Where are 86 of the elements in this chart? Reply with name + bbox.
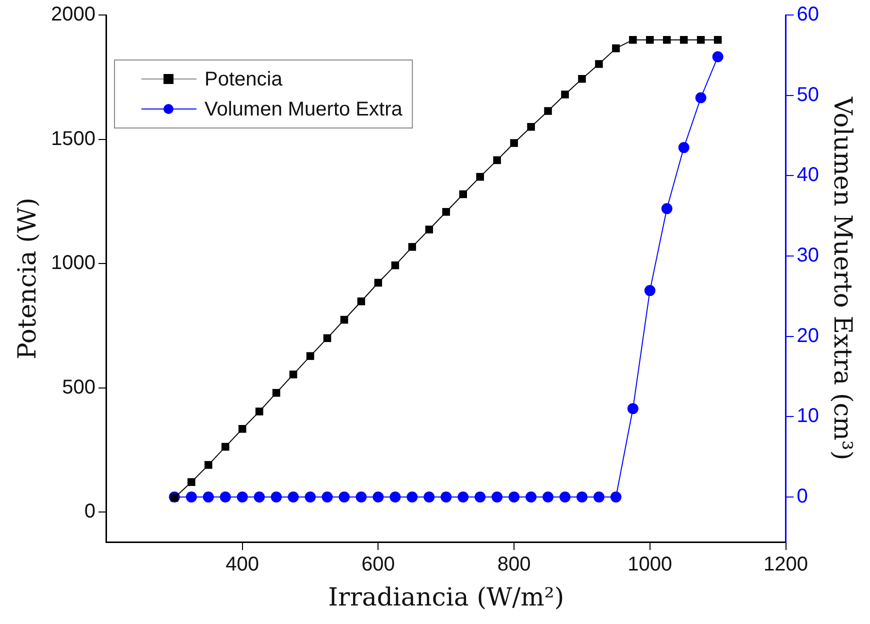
point	[288, 492, 299, 503]
point	[542, 492, 554, 503]
point	[559, 492, 570, 503]
y2-tick-label: 20	[796, 324, 820, 347]
point	[322, 492, 333, 503]
point	[270, 492, 282, 503]
point	[356, 492, 367, 503]
point	[323, 334, 332, 342]
point	[440, 492, 452, 503]
point	[188, 478, 196, 486]
point	[696, 36, 705, 44]
point	[561, 90, 569, 98]
point	[340, 316, 348, 324]
y-axis-title: Potencia (W)	[12, 198, 42, 360]
point	[357, 297, 366, 306]
point	[526, 492, 537, 503]
point	[425, 226, 434, 234]
point	[610, 492, 622, 503]
legend-label: Volumen Muerto Extra	[204, 98, 404, 121]
point	[695, 92, 706, 104]
point	[527, 122, 535, 131]
point	[221, 442, 230, 451]
point	[492, 492, 503, 503]
y-tick-label: 0	[84, 500, 96, 523]
point	[272, 388, 280, 397]
point	[372, 492, 384, 503]
x-tick-label: 800	[497, 554, 531, 576]
point	[712, 51, 724, 62]
y2-tick-label: 0	[796, 486, 808, 508]
point	[510, 139, 518, 147]
x-tick-label: 400	[226, 554, 260, 576]
legend-label: Potencia	[204, 68, 284, 91]
point	[493, 156, 501, 164]
point	[661, 203, 672, 214]
point	[459, 190, 467, 198]
point	[289, 370, 298, 378]
point	[593, 492, 604, 503]
x-tick-label: 1000	[628, 554, 672, 576]
point	[458, 492, 469, 503]
point	[544, 107, 552, 115]
point	[662, 36, 671, 44]
point	[714, 36, 722, 44]
y2-tick-label: 10	[796, 405, 820, 428]
point	[612, 44, 620, 52]
y-tick-label: 500	[62, 376, 96, 398]
y2-tick-label: 30	[796, 244, 820, 267]
x-axis-title: Irradiancia (W/m²)	[328, 582, 564, 612]
y2-tick-label: 40	[796, 164, 820, 186]
point	[644, 285, 656, 296]
point	[236, 492, 248, 503]
point	[578, 74, 586, 83]
point	[255, 408, 264, 416]
point	[595, 60, 603, 68]
point	[338, 492, 350, 503]
point	[629, 36, 637, 44]
point	[220, 492, 231, 503]
point	[204, 461, 212, 469]
point	[202, 492, 214, 503]
point	[304, 492, 316, 503]
point	[680, 36, 688, 44]
y-tick-label: 2000	[50, 4, 96, 26]
point	[576, 492, 588, 503]
y2-tick-label: 60	[796, 4, 820, 26]
point	[442, 208, 450, 216]
x-tick-label: 600	[362, 554, 395, 576]
point	[424, 492, 435, 503]
point	[374, 278, 382, 287]
y-tick-label: 1000	[50, 252, 96, 274]
point	[238, 425, 246, 433]
point	[408, 243, 416, 251]
point	[474, 492, 486, 503]
point	[391, 261, 400, 270]
point	[627, 403, 638, 414]
y-tick-label: 1500	[50, 128, 96, 150]
point	[254, 492, 265, 503]
point	[646, 36, 654, 44]
point	[306, 352, 314, 360]
y2-axis-title: Volumen Muerto Extra (cm³)	[828, 96, 858, 460]
point	[476, 172, 484, 181]
point	[508, 492, 520, 503]
point	[186, 492, 197, 503]
x-tick-label: 1200	[764, 554, 808, 576]
y2-tick-label: 50	[796, 84, 820, 106]
point	[406, 492, 418, 503]
point	[678, 142, 690, 154]
point	[390, 492, 401, 503]
